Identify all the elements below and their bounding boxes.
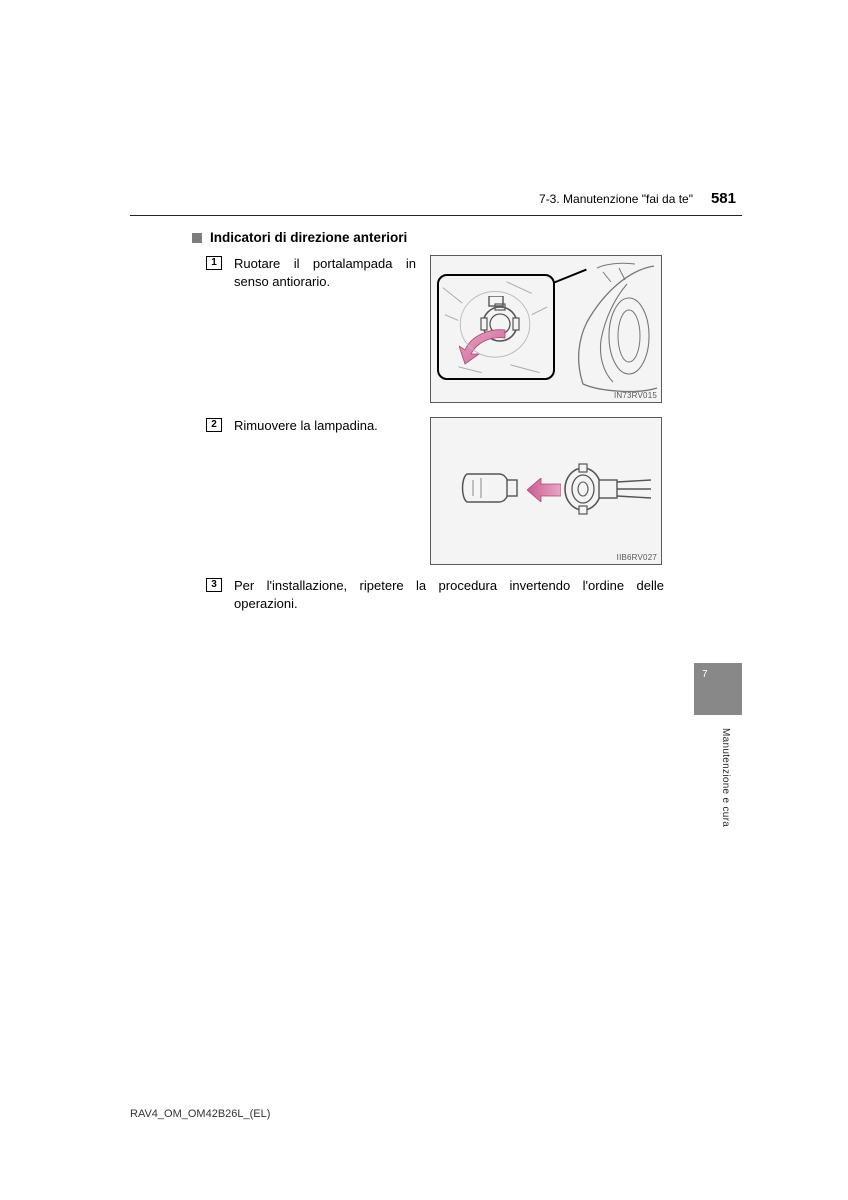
chapter-tab: 7 [694, 663, 742, 715]
step-body: Per l'installazione, ripetere la procedu… [234, 577, 742, 612]
figure-caption: IN73RV015 [614, 391, 657, 400]
square-bullet-icon [192, 233, 202, 243]
step-1: 1 Ruotare il portalampada in senso antio… [206, 255, 742, 403]
step-2: 2 Rimuovere la lampadina. [206, 417, 742, 565]
page-header: 7-3. Manutenzione "fai da te" 581 [130, 190, 742, 213]
figure-1: IN73RV015 [430, 255, 662, 403]
footer-doc-code: RAV4_OM_OM42B26L_(EL) [130, 1108, 270, 1120]
step-body: Ruotare il portalampada in senso antiora… [234, 255, 742, 403]
page-number: 581 [711, 190, 736, 207]
inset-bg-lines [439, 276, 553, 378]
section-title: Indicatori di direzione anteriori [210, 230, 407, 245]
header-rule [130, 215, 742, 216]
step-number-box: 1 [206, 256, 222, 270]
step-text: Per l'installazione, ripetere la procedu… [234, 577, 664, 612]
figure-caption: IIB6RV027 [617, 553, 657, 562]
figure-1-inset [437, 274, 555, 380]
step-text: Ruotare il portalampada in senso antiora… [234, 255, 416, 403]
figure-2: IIB6RV027 [430, 417, 662, 565]
chapter-number: 7 [702, 669, 708, 680]
socket-icon [561, 462, 651, 516]
step-body: Rimuovere la lampadina. [234, 417, 742, 565]
section-heading: Indicatori di direzione anteriori [192, 230, 742, 245]
step-number-box: 3 [206, 578, 222, 592]
remove-arrow-icon [527, 478, 561, 502]
step-number-box: 2 [206, 418, 222, 432]
chapter-label: Manutenzione e cura [720, 728, 731, 827]
breadcrumb: 7-3. Manutenzione "fai da te" [539, 192, 693, 206]
step-3: 3 Per l'installazione, ripetere la proce… [206, 577, 742, 612]
step-text: Rimuovere la lampadina. [234, 417, 416, 565]
page-content: 7-3. Manutenzione "fai da te" 581 Indica… [130, 190, 742, 612]
bulb-icon [459, 466, 521, 510]
